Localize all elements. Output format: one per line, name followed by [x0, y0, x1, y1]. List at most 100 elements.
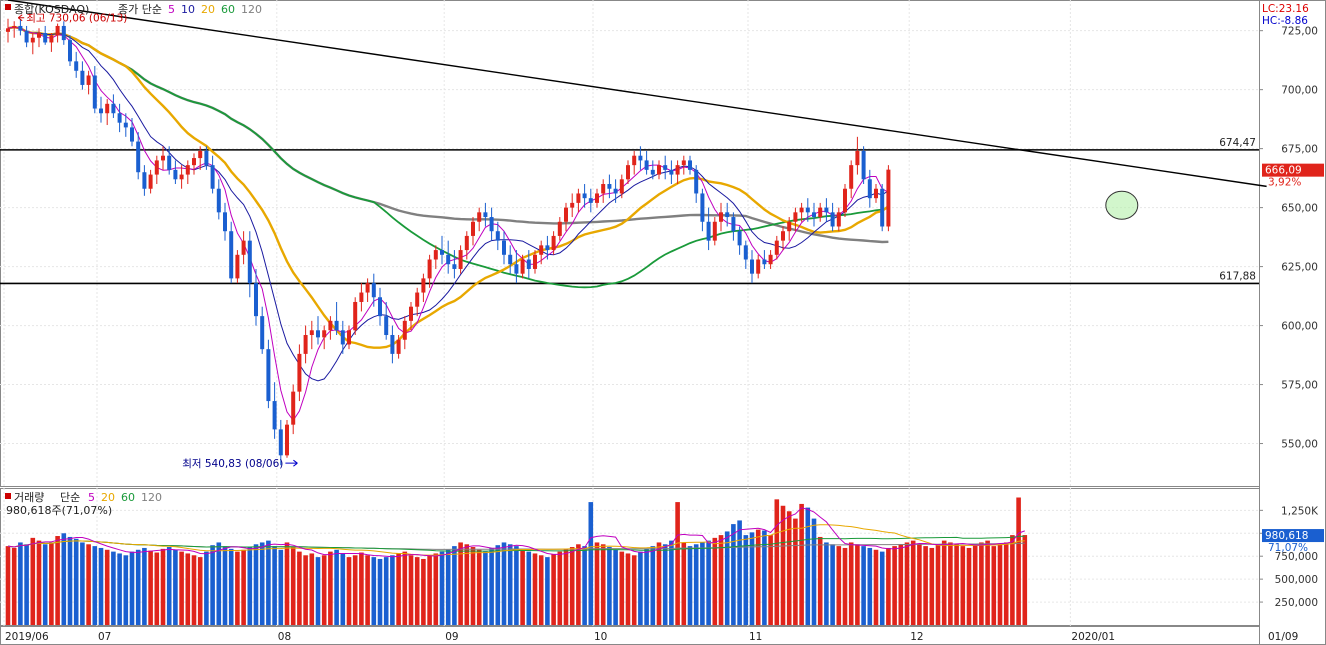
- candle-body: [371, 283, 376, 298]
- volume-bar: [179, 551, 184, 625]
- volume-legend-marker[interactable]: [5, 493, 11, 499]
- volume-bar: [563, 548, 569, 625]
- candle-body: [291, 391, 296, 425]
- candle-body: [570, 202, 575, 208]
- volume-bar: [86, 544, 91, 625]
- candle-body: [756, 259, 761, 274]
- ma-period-20[interactable]: 20: [201, 3, 215, 16]
- volume-bar: [1003, 542, 1009, 625]
- ma-period-60[interactable]: 60: [221, 3, 235, 16]
- ma-period-5[interactable]: 5: [88, 491, 95, 504]
- candle-body: [204, 150, 209, 166]
- candle-body: [365, 283, 370, 293]
- candle-body: [185, 165, 190, 175]
- volume-bar: [104, 549, 110, 625]
- candle-body: [378, 297, 382, 317]
- candle-body: [415, 292, 420, 307]
- volume-bar: [935, 544, 941, 625]
- volume-bar: [712, 537, 718, 625]
- candle-body: [105, 103, 110, 114]
- volume-bar: [1022, 535, 1028, 625]
- candle-body: [750, 259, 754, 274]
- volume-bar: [576, 544, 581, 625]
- volume-bar: [625, 553, 631, 625]
- volume-bar: [768, 535, 773, 625]
- candle-body: [526, 259, 531, 269]
- price-tick-label: 725,00: [1281, 26, 1318, 38]
- candle-body: [272, 401, 277, 430]
- volume-bar: [445, 549, 451, 625]
- volume-bar: [873, 549, 879, 625]
- volume-bar: [904, 542, 910, 625]
- volume-bar: [551, 554, 556, 625]
- candle-body: [557, 221, 562, 236]
- candle-body: [390, 335, 395, 354]
- volume-bar: [941, 540, 947, 625]
- volume-bar: [235, 551, 240, 625]
- volume-bar: [588, 502, 594, 625]
- price-tick-label: 650,00: [1281, 203, 1318, 215]
- price-legend-marker[interactable]: [5, 4, 11, 10]
- x-tick-label: 10: [594, 631, 607, 643]
- current-volume-change: 71,07%: [1268, 542, 1308, 554]
- volume-bar: [545, 557, 550, 625]
- price-panel-title[interactable]: 종합(KOSDAQ): [14, 3, 89, 16]
- volume-bar: [600, 544, 606, 625]
- x-tick-label: 09: [445, 631, 458, 643]
- candle-body: [297, 353, 302, 392]
- price-tick-label: 550,00: [1281, 439, 1318, 451]
- candle-body: [254, 283, 258, 317]
- volume-tick-label: 500,000: [1275, 574, 1318, 586]
- volume-bar: [1016, 497, 1021, 625]
- volume-bar: [253, 544, 259, 625]
- volume-ma-label[interactable]: 단순: [60, 491, 80, 504]
- volume-bars: [5, 497, 1028, 625]
- volume-bar: [396, 553, 401, 625]
- candle-body: [111, 103, 116, 114]
- ma-period-5[interactable]: 5: [168, 3, 175, 16]
- candle-body: [576, 193, 581, 203]
- volume-bar: [824, 542, 829, 625]
- volume-bar: [458, 542, 463, 625]
- candle-body: [830, 212, 835, 227]
- volume-bar: [700, 542, 705, 625]
- volume-bar: [129, 551, 135, 625]
- candle-body: [161, 155, 165, 161]
- volume-bar: [135, 549, 141, 625]
- price-ma-label[interactable]: 종가 단순: [118, 3, 162, 16]
- volume-bar: [724, 531, 730, 625]
- ma-period-120[interactable]: 120: [141, 491, 162, 504]
- ma-period-60[interactable]: 60: [121, 491, 135, 504]
- candle-body: [731, 217, 736, 232]
- volume-bar: [390, 555, 395, 625]
- volume-bar: [160, 548, 166, 625]
- volume-panel-title[interactable]: 거래량: [14, 491, 44, 504]
- volume-bar: [972, 544, 978, 625]
- candle-body: [402, 320, 407, 340]
- candle-body: [12, 25, 17, 29]
- volume-bar: [1010, 535, 1015, 625]
- candle-body: [675, 165, 680, 175]
- ma-period-20[interactable]: 20: [101, 491, 115, 504]
- volume-axis: 1,250K1,000K750,000500,000250,000980,618…: [1259, 505, 1324, 609]
- annotations: 최고 730,06 (06/13) 최저 540,83 (08/06): [17, 13, 1139, 470]
- candle-body: [774, 240, 779, 255]
- candle-body: [762, 259, 767, 265]
- candle-body: [768, 254, 773, 265]
- volume-bar: [73, 538, 79, 625]
- candle-body: [719, 212, 723, 222]
- candlesticks: [6, 18, 891, 466]
- volume-bar: [309, 553, 315, 625]
- volume-ma-60-line: [7, 535, 1025, 552]
- volume-ma-lines: [7, 507, 1025, 558]
- candle-body: [347, 330, 351, 345]
- volume-bar: [650, 546, 656, 625]
- ma-period-120[interactable]: 120: [241, 3, 262, 16]
- level-label: 674,47: [1219, 137, 1256, 149]
- ma-period-10[interactable]: 10: [181, 3, 195, 16]
- volume-bar: [328, 551, 333, 625]
- volume-bar: [483, 551, 488, 625]
- volume-bar: [495, 545, 501, 625]
- volume-bar: [514, 546, 519, 625]
